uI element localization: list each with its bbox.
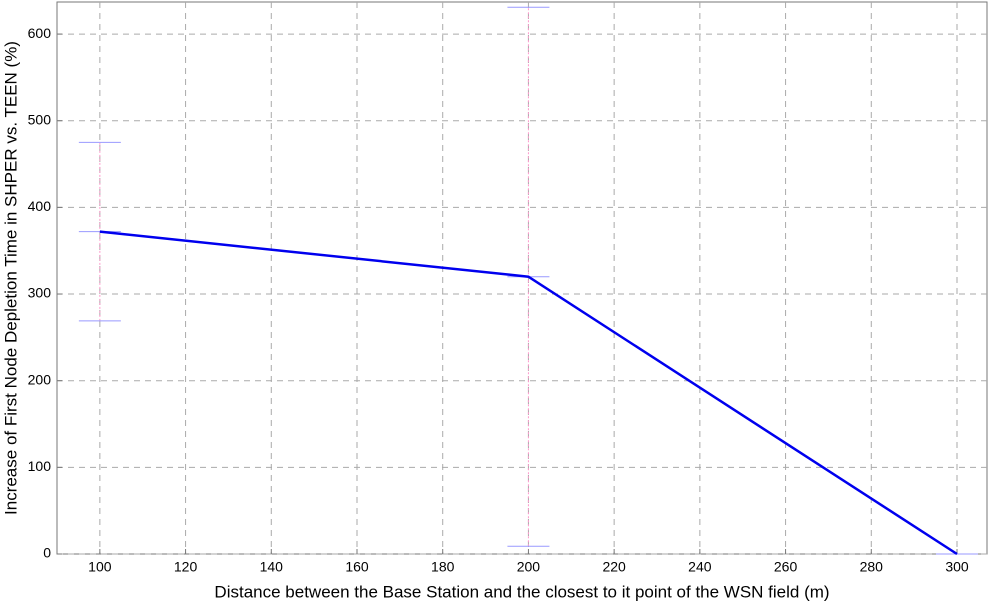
data-line — [99, 230, 958, 556]
y-tick-label: 200 — [28, 371, 52, 387]
y-axis-title: Increase of First Node Depletion Time in… — [1, 41, 20, 515]
y-tick-label: 600 — [28, 25, 52, 41]
y-tick-label: 300 — [28, 285, 52, 301]
x-tick-label: 140 — [260, 559, 284, 575]
x-tick-label: 120 — [174, 559, 198, 575]
x-tick-label: 180 — [431, 559, 455, 575]
x-tick-label: 300 — [945, 559, 969, 575]
x-tick-label: 240 — [688, 559, 712, 575]
x-tick-label: 100 — [88, 559, 112, 575]
x-tick-label: 200 — [517, 559, 541, 575]
y-tick-label: 400 — [28, 198, 52, 214]
x-tick-label: 280 — [860, 559, 884, 575]
plot-area — [56, 1, 988, 555]
y-tick-label: 0 — [43, 545, 51, 561]
y-tick-label: 100 — [28, 458, 52, 474]
x-axis-title: Distance between the Base Station and th… — [214, 582, 829, 601]
x-tick-label: 260 — [774, 559, 798, 575]
x-tick-label: 160 — [345, 559, 369, 575]
y-tick-label: 500 — [28, 111, 52, 127]
x-tick-label: 220 — [602, 559, 626, 575]
